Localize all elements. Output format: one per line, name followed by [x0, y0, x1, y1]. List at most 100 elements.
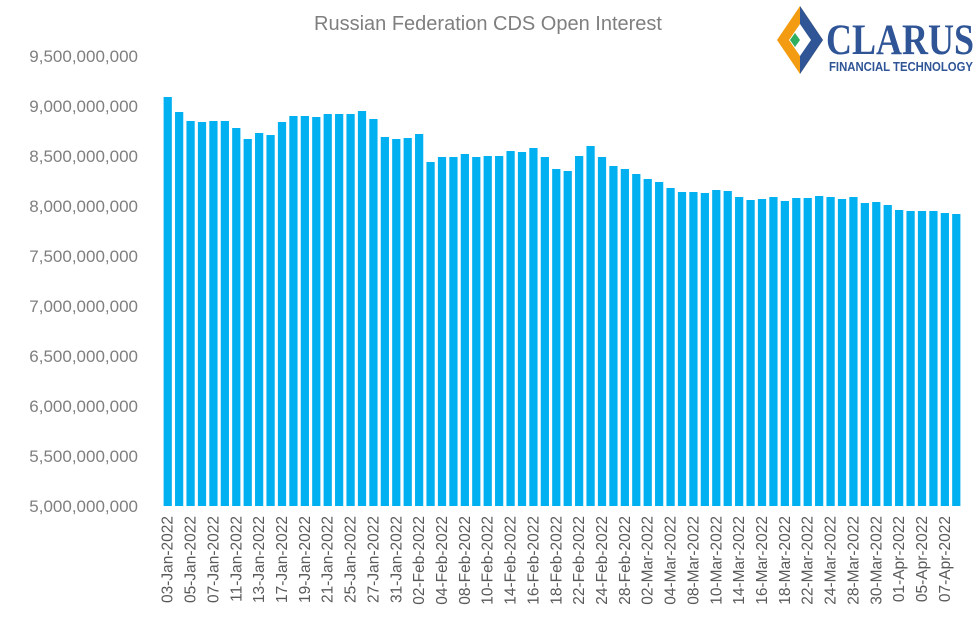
bar — [643, 179, 652, 506]
y-tick-label: 9,500,000,000 — [29, 47, 138, 66]
bar — [312, 117, 321, 506]
y-tick-label: 8,000,000,000 — [29, 197, 138, 216]
x-tick-label: 02-Mar-2022 — [640, 516, 657, 605]
bar — [655, 182, 664, 506]
bar — [163, 97, 172, 506]
x-tick-label: 25-Jan-2022 — [343, 516, 360, 603]
x-tick-label: 13-Jan-2022 — [251, 516, 268, 603]
clarus-logo: CLARUS FINANCIAL TECHNOLOGY — [777, 6, 974, 74]
bar — [895, 210, 904, 506]
bar — [232, 128, 241, 506]
bar — [632, 174, 641, 506]
x-tick-label: 18-Feb-2022 — [548, 516, 565, 605]
bar — [837, 199, 847, 506]
y-tick-label: 6,500,000,000 — [29, 347, 138, 366]
x-tick-label: 01-Apr-2022 — [891, 516, 908, 602]
bar — [563, 171, 572, 506]
x-tick-label: 05-Apr-2022 — [914, 516, 931, 602]
bar — [792, 198, 801, 506]
x-tick-label: 07-Apr-2022 — [937, 516, 954, 602]
bar — [757, 199, 767, 506]
x-tick-label: 16-Feb-2022 — [525, 516, 542, 605]
x-tick-label: 30-Mar-2022 — [868, 516, 885, 605]
x-tick-label: 28-Mar-2022 — [845, 516, 862, 605]
bar — [803, 198, 812, 506]
bar — [483, 156, 492, 506]
y-axis: 5,000,000,000 5,500,000,000 6,000,000,000 6… — [29, 47, 138, 516]
bar — [746, 200, 755, 506]
bar — [906, 211, 915, 506]
x-tick-label: 10-Mar-2022 — [708, 516, 725, 605]
bar — [849, 197, 858, 506]
bar — [277, 122, 287, 506]
bar — [392, 139, 401, 506]
x-tick-label: 24-Feb-2022 — [594, 516, 611, 605]
bar — [597, 157, 607, 506]
bar — [826, 197, 835, 506]
bar — [712, 190, 721, 506]
y-tick-label: 9,000,000,000 — [29, 97, 138, 116]
x-tick-label: 19-Jan-2022 — [297, 516, 314, 603]
bar — [255, 133, 264, 506]
bar — [449, 157, 458, 506]
bar — [666, 188, 675, 506]
bar — [335, 114, 344, 506]
bar — [917, 211, 927, 506]
bar — [403, 138, 412, 506]
y-tick-label: 6,000,000,000 — [29, 397, 138, 416]
bar — [700, 193, 709, 506]
bar — [495, 156, 504, 506]
bar — [529, 148, 538, 506]
x-tick-label: 14-Mar-2022 — [731, 516, 748, 605]
x-axis: 03-Jan-2022 05-Jan-2022 07-Jan-2022 11-Jan-… — [160, 516, 954, 605]
bar — [883, 205, 892, 506]
bar — [586, 146, 595, 506]
bar — [929, 211, 938, 506]
bar — [415, 134, 424, 506]
x-tick-label: 11-Jan-2022 — [228, 516, 245, 602]
bar — [380, 137, 389, 506]
x-tick-label: 22-Feb-2022 — [571, 516, 588, 605]
bar-series — [163, 97, 961, 506]
x-tick-label: 21-Jan-2022 — [320, 516, 337, 603]
bar — [175, 112, 184, 506]
y-tick-label: 7,000,000,000 — [29, 297, 138, 316]
bar — [620, 169, 629, 506]
bar — [517, 152, 527, 506]
x-tick-label: 04-Mar-2022 — [663, 516, 680, 605]
bar — [872, 202, 881, 506]
bar — [506, 151, 515, 506]
bar — [815, 196, 824, 506]
bar — [186, 121, 195, 506]
clarus-diamond-icon — [777, 6, 823, 74]
bar — [323, 114, 332, 506]
chart-title: Russian Federation CDS Open Interest — [314, 13, 662, 35]
y-tick-label: 5,000,000,000 — [29, 497, 138, 516]
y-tick-label: 8,500,000,000 — [29, 147, 138, 166]
x-tick-label: 10-Feb-2022 — [480, 516, 497, 605]
logo-brand-text: CLARUS — [826, 17, 974, 64]
bar — [780, 201, 789, 506]
bar — [357, 111, 367, 506]
bar — [472, 157, 481, 506]
bar — [575, 156, 584, 506]
x-tick-label: 27-Jan-2022 — [365, 516, 382, 603]
x-tick-label: 07-Jan-2022 — [205, 516, 222, 603]
x-tick-label: 17-Jan-2022 — [274, 516, 291, 603]
bar — [300, 116, 309, 506]
x-tick-label: 05-Jan-2022 — [183, 516, 200, 603]
bar — [426, 162, 435, 506]
x-tick-label: 16-Mar-2022 — [754, 516, 771, 605]
bar — [289, 116, 298, 506]
x-tick-label: 04-Feb-2022 — [434, 516, 451, 605]
bar — [266, 135, 275, 506]
x-tick-label: 22-Mar-2022 — [800, 516, 817, 605]
x-tick-label: 28-Feb-2022 — [617, 516, 634, 605]
bar — [609, 166, 618, 506]
bar — [209, 121, 218, 506]
bar — [689, 192, 698, 506]
bar — [940, 213, 949, 506]
bar — [197, 122, 207, 506]
bar — [723, 191, 732, 506]
